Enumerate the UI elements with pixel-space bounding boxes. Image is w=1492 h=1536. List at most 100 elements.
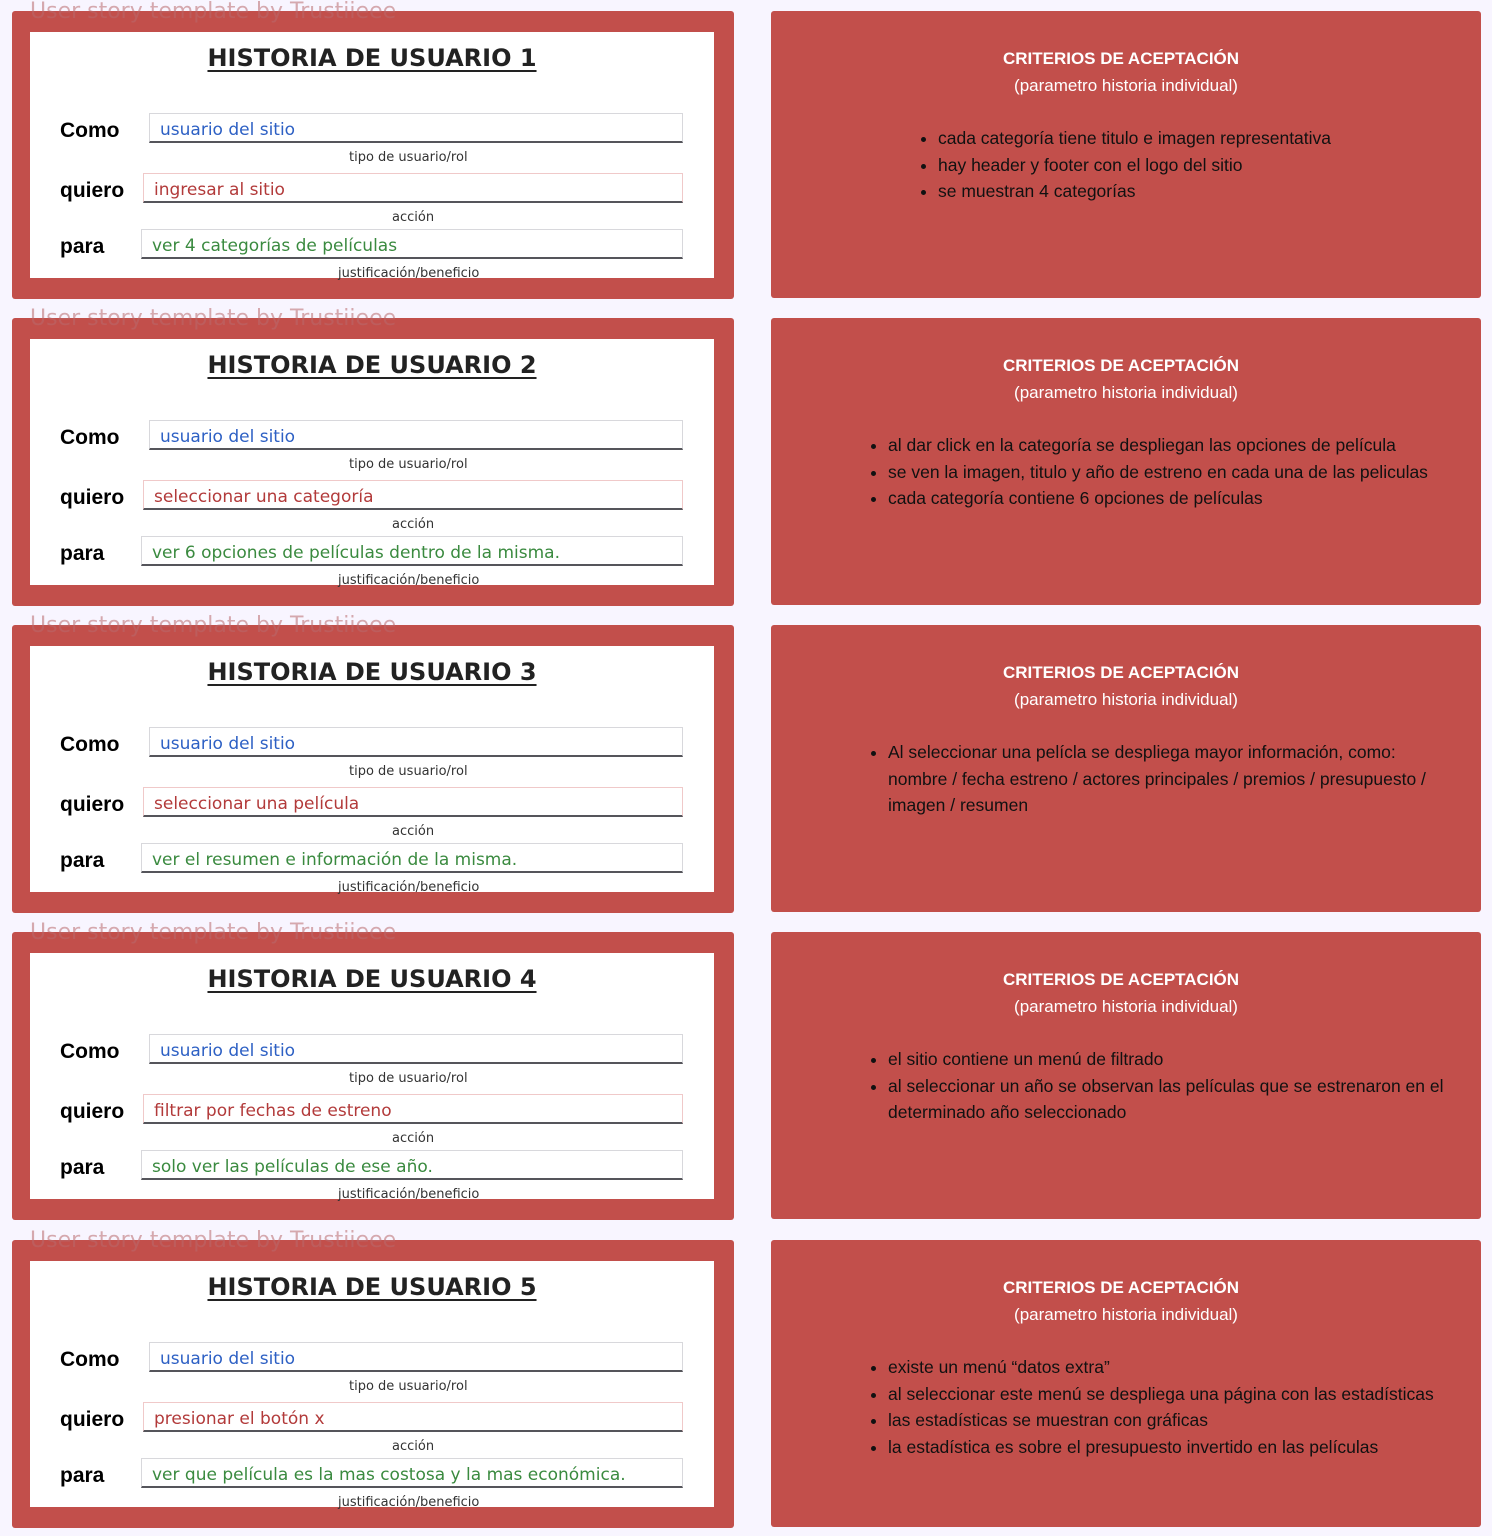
benefit-field[interactable]: ver que película es la mas costosa y la … [141, 1458, 683, 1488]
user-story-sheet: HISTORIA DE USUARIO 4 Como usuario del s… [30, 953, 714, 1202]
como-label: Como [60, 1040, 120, 1063]
role-field[interactable]: usuario del sitio [149, 727, 683, 757]
criteria-subtitle: (parametro historia individual) [1014, 690, 1238, 709]
criteria-item: se muestran 4 categorías [938, 178, 1492, 205]
role-hint: tipo de usuario/rol [349, 457, 468, 472]
criteria-subtitle: (parametro historia individual) [1014, 997, 1238, 1016]
como-label: Como [60, 733, 120, 756]
role-hint: tipo de usuario/rol [349, 1379, 468, 1394]
criteria-list: cada categoría tiene titulo e imagen rep… [918, 125, 1492, 205]
template-watermark: User story template by Trustiieee [30, 920, 397, 945]
role-hint: tipo de usuario/rol [349, 1071, 468, 1086]
action-field[interactable]: presionar el botón x [143, 1402, 683, 1432]
story-title: HISTORIA DE USUARIO 4 [207, 965, 537, 993]
criteria-item: al seleccionar este menú se despliega un… [888, 1381, 1448, 1408]
benefit-hint: justificación/beneficio [338, 573, 480, 588]
story-title: HISTORIA DE USUARIO 3 [207, 658, 537, 686]
story-row-1: HISTORIA DE USUARIO 1 Como usuario del s… [0, 0, 1492, 299]
criteria-item: la estadística es sobre el presupuesto i… [888, 1434, 1448, 1461]
action-hint: acción [392, 517, 435, 532]
criteria-item: al seleccionar un año se observan las pe… [888, 1073, 1448, 1126]
benefit-hint: justificación/beneficio [338, 1495, 480, 1510]
criteria-subtitle: (parametro historia individual) [1014, 1305, 1238, 1324]
para-label: para [60, 1464, 105, 1487]
criteria-title: CRITERIOS DE ACEPTACIÓN [1002, 1278, 1240, 1297]
criteria-item: las estadísticas se muestran con gráfica… [888, 1407, 1448, 1434]
story-row-2: HISTORIA DE USUARIO 2 Como usuario del s… [0, 306, 1492, 606]
criteria-item: hay header y footer con el logo del siti… [938, 152, 1492, 179]
template-watermark: User story template by Trustiieee [30, 306, 397, 331]
benefit-hint: justificación/beneficio [338, 266, 480, 281]
criteria-item: cada categoría contiene 6 opciones de pe… [888, 485, 1448, 512]
user-story-sheet: HISTORIA DE USUARIO 5 Como usuario del s… [30, 1261, 714, 1510]
quiero-label: quiero [60, 1100, 125, 1123]
criteria-title: CRITERIOS DE ACEPTACIÓN [1002, 356, 1240, 375]
acceptance-criteria-card: CRITERIOS DE ACEPTACIÓN (parametro histo… [771, 1240, 1481, 1527]
user-story-sheet: HISTORIA DE USUARIO 2 Como usuario del s… [30, 339, 714, 588]
criteria-item: se ven la imagen, titulo y año de estren… [888, 459, 1448, 486]
template-watermark: User story template by Trustiieee [30, 0, 397, 24]
action-hint: acción [392, 824, 435, 839]
para-label: para [60, 1156, 105, 1179]
user-story-card: HISTORIA DE USUARIO 2 Como usuario del s… [12, 318, 734, 606]
user-story-card: HISTORIA DE USUARIO 1 Como usuario del s… [12, 11, 734, 299]
role-field[interactable]: usuario del sitio [149, 1342, 683, 1372]
user-story-card: HISTORIA DE USUARIO 3 Como usuario del s… [12, 625, 734, 913]
action-field[interactable]: ingresar al sitio [143, 173, 683, 203]
criteria-subtitle: (parametro historia individual) [1014, 76, 1238, 95]
action-field[interactable]: filtrar por fechas de estreno [143, 1094, 683, 1124]
como-label: Como [60, 1348, 120, 1371]
role-hint: tipo de usuario/rol [349, 764, 468, 779]
user-story-card: HISTORIA DE USUARIO 4 Como usuario del s… [12, 932, 734, 1220]
benefit-field[interactable]: ver 4 categorías de películas [141, 229, 683, 259]
quiero-label: quiero [60, 1408, 125, 1431]
acceptance-criteria-card: CRITERIOS DE ACEPTACIÓN (parametro histo… [771, 932, 1481, 1219]
para-label: para [60, 235, 105, 258]
acceptance-criteria-card: CRITERIOS DE ACEPTACIÓN (parametro histo… [771, 625, 1481, 912]
quiero-label: quiero [60, 486, 125, 509]
criteria-item: Al seleccionar una pelícla se despliega … [888, 739, 1448, 819]
benefit-hint: justificación/beneficio [338, 880, 480, 895]
quiero-label: quiero [60, 793, 125, 816]
criteria-title: CRITERIOS DE ACEPTACIÓN [1002, 970, 1240, 989]
action-hint: acción [392, 1131, 435, 1146]
benefit-field[interactable]: solo ver las películas de ese año. [141, 1150, 683, 1180]
story-title: HISTORIA DE USUARIO 5 [207, 1273, 537, 1301]
benefit-field[interactable]: ver 6 opciones de películas dentro de la… [141, 536, 683, 566]
criteria-item: cada categoría tiene titulo e imagen rep… [938, 125, 1492, 152]
criteria-list: el sitio contiene un menú de filtradoal … [868, 1046, 1448, 1126]
como-label: Como [60, 119, 120, 142]
criteria-item: existe un menú “datos extra” [888, 1354, 1448, 1381]
user-story-sheet: HISTORIA DE USUARIO 3 Como usuario del s… [30, 646, 714, 895]
role-field[interactable]: usuario del sitio [149, 1034, 683, 1064]
criteria-title: CRITERIOS DE ACEPTACIÓN [1002, 49, 1240, 68]
como-label: Como [60, 426, 120, 449]
story-row-5: HISTORIA DE USUARIO 5 Como usuario del s… [0, 1228, 1492, 1528]
action-hint: acción [392, 210, 435, 225]
action-field[interactable]: seleccionar una categoría [143, 480, 683, 510]
story-row-3: HISTORIA DE USUARIO 3 Como usuario del s… [0, 613, 1492, 913]
role-hint: tipo de usuario/rol [349, 150, 468, 165]
criteria-list: existe un menú “datos extra”al seleccion… [868, 1354, 1448, 1460]
criteria-list: al dar click en la categoría se desplieg… [868, 432, 1448, 512]
role-field[interactable]: usuario del sitio [149, 420, 683, 450]
para-label: para [60, 849, 105, 872]
benefit-field[interactable]: ver el resumen e información de la misma… [141, 843, 683, 873]
criteria-item: al dar click en la categoría se desplieg… [888, 432, 1448, 459]
user-story-sheet: HISTORIA DE USUARIO 1 Como usuario del s… [30, 32, 714, 281]
quiero-label: quiero [60, 179, 125, 202]
criteria-list: Al seleccionar una pelícla se despliega … [868, 739, 1448, 819]
criteria-title: CRITERIOS DE ACEPTACIÓN [1002, 663, 1240, 682]
action-field[interactable]: seleccionar una película [143, 787, 683, 817]
user-story-card: HISTORIA DE USUARIO 5 Como usuario del s… [12, 1240, 734, 1528]
template-watermark: User story template by Trustiieee [30, 613, 397, 638]
story-title: HISTORIA DE USUARIO 1 [207, 44, 537, 72]
criteria-item: el sitio contiene un menú de filtrado [888, 1046, 1448, 1073]
criteria-subtitle: (parametro historia individual) [1014, 383, 1238, 402]
para-label: para [60, 542, 105, 565]
acceptance-criteria-card: CRITERIOS DE ACEPTACIÓN (parametro histo… [771, 11, 1481, 298]
story-row-4: HISTORIA DE USUARIO 4 Como usuario del s… [0, 920, 1492, 1220]
benefit-hint: justificación/beneficio [338, 1187, 480, 1202]
role-field[interactable]: usuario del sitio [149, 113, 683, 143]
action-hint: acción [392, 1439, 435, 1454]
